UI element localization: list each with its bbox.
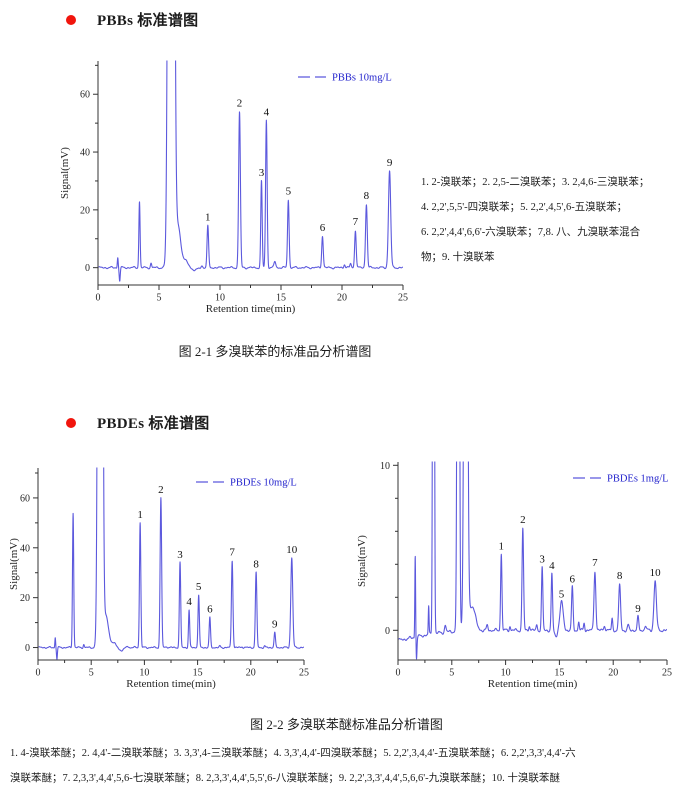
svg-text:2: 2 <box>237 98 243 110</box>
section2-heading: PBDEs 标准谱图 <box>97 416 210 432</box>
svg-text:5: 5 <box>196 581 202 593</box>
svg-text:0: 0 <box>396 668 401 679</box>
svg-text:6: 6 <box>570 573 576 585</box>
svg-text:7: 7 <box>229 546 235 558</box>
figure-2-2-caption: 图 2-2 多溴联苯醚标准品分析谱图 <box>250 717 443 732</box>
svg-text:0: 0 <box>25 643 30 654</box>
svg-text:3: 3 <box>539 554 545 566</box>
svg-text:9: 9 <box>635 603 641 615</box>
svg-text:2: 2 <box>158 484 164 496</box>
svg-text:7: 7 <box>353 216 359 228</box>
figure-2-1-caption: 图 2-1 多溴联苯的标准品分析谱图 <box>178 344 372 359</box>
svg-text:20: 20 <box>608 668 618 679</box>
svg-text:3: 3 <box>259 167 265 179</box>
svg-text:6: 6 <box>320 222 326 234</box>
svg-text:5: 5 <box>157 293 162 304</box>
svg-text:25: 25 <box>662 668 672 679</box>
pbdes-peak-id-list: 1. 4-溴联苯醚；2. 4,4'-二溴联苯醚；3. 3,3',4-三溴联苯醚；… <box>10 748 576 784</box>
svg-text:10: 10 <box>286 544 298 556</box>
svg-text:40: 40 <box>80 148 90 159</box>
svg-text:5: 5 <box>449 668 454 679</box>
svg-text:60: 60 <box>80 90 90 101</box>
section1-heading: PBBs 标准谱图 <box>97 13 199 29</box>
svg-text:4: 4 <box>264 106 270 118</box>
section1-heading-row: PBBs 标准谱图 <box>66 9 198 30</box>
svg-text:Retention time(min): Retention time(min) <box>488 678 578 690</box>
svg-text:5: 5 <box>559 588 565 600</box>
svg-text:10: 10 <box>650 567 662 579</box>
svg-text:1: 1 <box>205 212 211 224</box>
svg-text:PBDEs 10mg/L: PBDEs 10mg/L <box>230 478 297 489</box>
svg-text:7: 7 <box>592 557 598 569</box>
svg-text:1: 1 <box>499 540 505 552</box>
svg-text:10: 10 <box>139 668 149 679</box>
svg-text:10: 10 <box>380 461 390 472</box>
svg-text:25: 25 <box>398 293 408 304</box>
svg-text:PBBs 10mg/L: PBBs 10mg/L <box>332 73 392 84</box>
svg-text:20: 20 <box>20 593 30 604</box>
svg-text:Signal(mV): Signal(mV) <box>59 147 71 199</box>
svg-text:8: 8 <box>253 559 259 571</box>
bullet-icon <box>66 417 76 428</box>
svg-text:9: 9 <box>272 619 278 631</box>
svg-text:Retention time(min): Retention time(min) <box>206 303 296 315</box>
svg-text:15: 15 <box>554 668 564 679</box>
svg-text:5: 5 <box>286 186 292 198</box>
svg-text:3: 3 <box>177 549 183 561</box>
bullet-icon <box>66 14 76 25</box>
svg-text:8: 8 <box>617 570 623 582</box>
svg-text:60: 60 <box>20 493 30 504</box>
svg-text:Retention time(min): Retention time(min) <box>126 678 216 690</box>
svg-text:8: 8 <box>364 190 370 202</box>
svg-text:0: 0 <box>85 263 90 274</box>
svg-text:20: 20 <box>80 205 90 216</box>
svg-text:PBDEs 1mg/L: PBDEs 1mg/L <box>607 474 669 485</box>
svg-text:25: 25 <box>299 668 309 679</box>
svg-text:10: 10 <box>501 668 511 679</box>
svg-text:Signal(mV): Signal(mV) <box>10 538 20 590</box>
svg-text:0: 0 <box>96 293 101 304</box>
svg-text:5: 5 <box>89 668 94 679</box>
svg-text:2: 2 <box>520 514 526 526</box>
svg-text:4: 4 <box>549 560 555 572</box>
svg-text:15: 15 <box>193 668 203 679</box>
svg-text:40: 40 <box>20 543 30 554</box>
svg-text:10: 10 <box>215 293 225 304</box>
svg-text:1: 1 <box>137 509 143 521</box>
pbbs-peak-id-list: 1. 2-溴联苯；2. 2,5-二溴联苯；3. 2,4,6-三溴联苯； 4. 2… <box>421 177 650 263</box>
svg-text:Signal(mV): Signal(mV) <box>356 535 368 587</box>
svg-text:0: 0 <box>385 626 390 637</box>
svg-text:4: 4 <box>186 596 192 608</box>
section2-heading-row: PBDEs 标准谱图 <box>66 412 210 433</box>
svg-text:20: 20 <box>246 668 256 679</box>
svg-text:6: 6 <box>207 604 213 616</box>
svg-text:15: 15 <box>276 293 286 304</box>
svg-text:20: 20 <box>337 293 347 304</box>
svg-text:0: 0 <box>36 668 41 679</box>
svg-text:9: 9 <box>387 157 393 169</box>
